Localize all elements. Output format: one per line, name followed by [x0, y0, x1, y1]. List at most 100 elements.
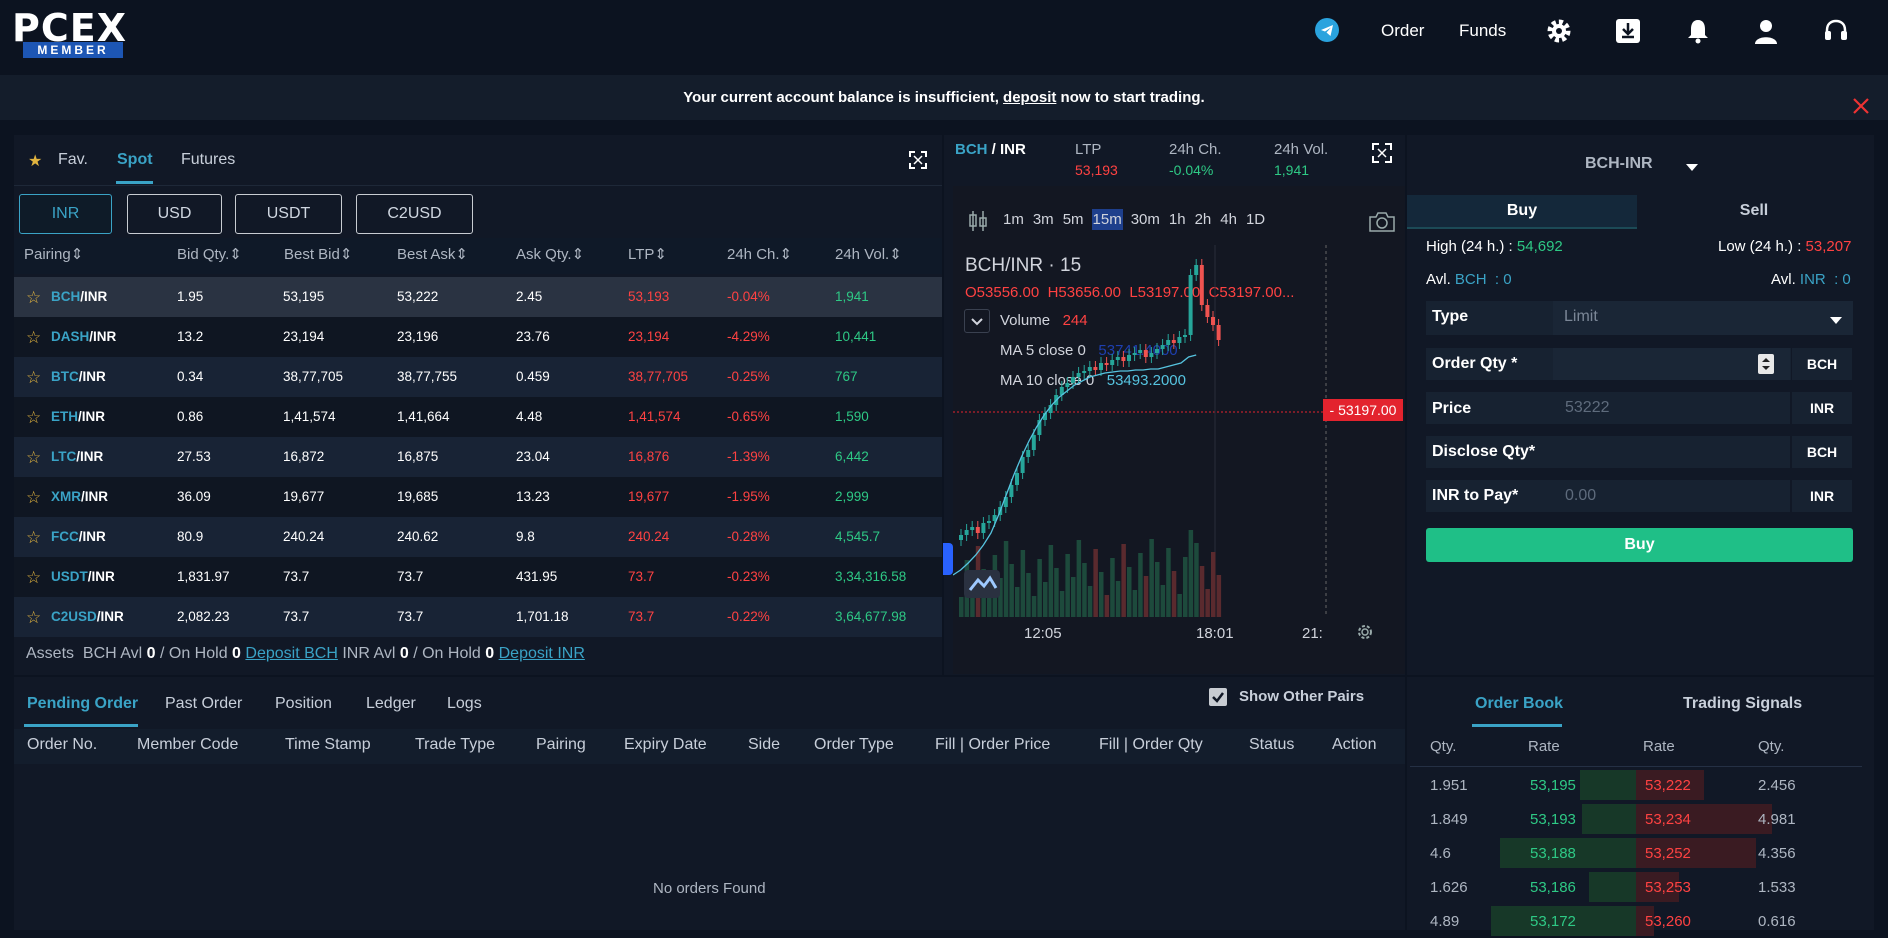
- tab-logs[interactable]: Logs: [447, 695, 482, 712]
- currency-c2usd[interactable]: C2USD: [356, 194, 473, 234]
- market-row-bch[interactable]: ☆ BCH/INR 1.95 53,195 53,222 2.45 53,193 -0.04%…: [14, 277, 942, 317]
- expand-icon[interactable]: [909, 151, 927, 174]
- market-row-c2usd[interactable]: ☆ C2USD/INR 2,082.23 73.7 73.7 1,701.18 73.7 -0…: [14, 597, 942, 637]
- favorite-star-icon[interactable]: ☆: [26, 568, 42, 587]
- interval-1h[interactable]: 1h: [1168, 211, 1186, 228]
- interval-1D[interactable]: 1D: [1245, 211, 1266, 228]
- logo[interactable]: PCEX MEMBER: [12, 6, 126, 58]
- gear-icon[interactable]: [1545, 17, 1573, 45]
- pay-input[interactable]: 0.00: [1553, 480, 1790, 512]
- orderbook-row[interactable]: 1.951 53,195 53,222 2.456: [1410, 768, 1862, 802]
- favorite-star-icon[interactable]: ☆: [26, 608, 42, 627]
- disclose-input[interactable]: [1553, 436, 1790, 468]
- sell-tab[interactable]: Sell: [1739, 202, 1769, 219]
- header-ltp[interactable]: LTP⇕: [628, 246, 667, 263]
- header-pairing[interactable]: Pairing⇕: [24, 246, 84, 263]
- interval-1m[interactable]: 1m: [1003, 211, 1024, 228]
- tab-order-book[interactable]: Order Book: [1475, 695, 1564, 712]
- nav-funds[interactable]: Funds: [1459, 21, 1507, 40]
- type-dropdown-icon[interactable]: [1829, 313, 1843, 331]
- pair-selector[interactable]: BCH-INR: [1585, 155, 1653, 172]
- tab-ledger[interactable]: Ledger: [366, 695, 416, 712]
- pair-name[interactable]: LTC/INR: [51, 449, 104, 464]
- orderbook-row[interactable]: 1.626 53,186 53,253 1.533: [1410, 870, 1862, 904]
- pair-name[interactable]: ETH/INR: [51, 409, 105, 424]
- headset-icon[interactable]: [1822, 17, 1850, 45]
- market-row-usdt[interactable]: ☆ USDT/INR 1,831.97 73.7 73.7 431.95 73.7 -0.23…: [14, 557, 942, 597]
- currency-usd[interactable]: USD: [127, 194, 222, 234]
- pair-name[interactable]: BTC/INR: [51, 369, 106, 384]
- collapse-legend-button[interactable]: [964, 309, 990, 333]
- pair-name[interactable]: BCH/INR: [51, 289, 108, 304]
- market-row-ltc[interactable]: ☆ LTC/INR 27.53 16,872 16,875 23.04 16,876 -1.3…: [14, 437, 942, 477]
- qty-input[interactable]: [1553, 348, 1790, 380]
- buy-button[interactable]: Buy: [1426, 528, 1853, 562]
- price-input[interactable]: 53222: [1553, 392, 1790, 424]
- deposit-inr-link[interactable]: Deposit INR: [498, 645, 585, 662]
- pair-name[interactable]: XMR/INR: [51, 489, 108, 504]
- pair-name[interactable]: USDT/INR: [51, 569, 115, 584]
- tab-futures[interactable]: Futures: [181, 151, 236, 168]
- interval-5m[interactable]: 5m: [1062, 211, 1084, 228]
- favorite-star-icon[interactable]: ☆: [26, 528, 42, 547]
- favorite-star-icon[interactable]: ☆: [26, 448, 42, 467]
- favorite-star-icon[interactable]: ☆: [26, 288, 42, 307]
- candle-type-icon[interactable]: [968, 210, 988, 237]
- bell-icon[interactable]: [1684, 17, 1712, 45]
- drawing-toolbar-toggle[interactable]: [943, 543, 953, 575]
- deposit-link[interactable]: deposit: [1003, 89, 1057, 106]
- tab-position[interactable]: Position: [275, 695, 332, 712]
- market-row-dash[interactable]: ☆ DASH/INR 13.2 23,194 23,196 23.76 23,194 -4.2…: [14, 317, 942, 357]
- candlestick-chart[interactable]: [953, 245, 1405, 620]
- market-row-btc[interactable]: ☆ BTC/INR 0.34 38,77,705 38,77,755 0.459 38,77…: [14, 357, 942, 397]
- header-bid-qty[interactable]: Bid Qty.⇕: [177, 246, 242, 263]
- ltp-value: 53,193: [1075, 162, 1118, 178]
- qty-stepper[interactable]: [1758, 354, 1774, 374]
- tab-fav[interactable]: Fav.: [58, 151, 88, 168]
- market-row-fcc[interactable]: ☆ FCC/INR 80.9 240.24 240.62 9.8 240.24 -0.28% 4…: [14, 517, 942, 557]
- cell-best-ask: 38,77,755: [397, 369, 458, 384]
- pair-name[interactable]: FCC/INR: [51, 529, 106, 544]
- header-best-ask[interactable]: Best Ask⇕: [397, 246, 468, 263]
- pair-name[interactable]: DASH/INR: [51, 329, 117, 344]
- pair-name[interactable]: C2USD/INR: [51, 609, 124, 624]
- orderbook-row[interactable]: 4.6 53,188 53,252 4.356: [1410, 836, 1862, 870]
- header-24h-change[interactable]: 24h Ch.⇕: [727, 246, 793, 263]
- header-24h-volume[interactable]: 24h Vol.⇕: [835, 246, 902, 263]
- telegram-icon[interactable]: [1315, 18, 1339, 42]
- orderbook-row[interactable]: 4.89 53,172 53,260 0.616: [1410, 904, 1862, 938]
- buy-tab[interactable]: Buy: [1407, 195, 1637, 229]
- chart-expand-icon[interactable]: [1372, 143, 1392, 168]
- chart-settings-icon[interactable]: [1355, 622, 1375, 647]
- interval-15m[interactable]: 15m: [1091, 209, 1123, 230]
- interval-3m[interactable]: 3m: [1032, 211, 1054, 228]
- deposit-bch-link[interactable]: Deposit BCH: [245, 645, 338, 662]
- nav-order[interactable]: Order: [1381, 21, 1425, 40]
- interval-30m[interactable]: 30m: [1130, 211, 1160, 228]
- favorite-star-icon[interactable]: ☆: [26, 368, 42, 387]
- tab-spot[interactable]: Spot: [117, 151, 153, 168]
- interval-2h[interactable]: 2h: [1194, 211, 1212, 228]
- cell-best-ask: 53,222: [397, 289, 439, 304]
- favorite-star-icon[interactable]: ☆: [26, 488, 42, 507]
- camera-icon[interactable]: [1368, 211, 1396, 238]
- tab-trading-signals[interactable]: Trading Signals: [1683, 695, 1803, 712]
- close-icon[interactable]: [1852, 88, 1870, 114]
- download-icon[interactable]: [1614, 17, 1642, 45]
- market-row-eth[interactable]: ☆ ETH/INR 0.86 1,41,574 1,41,664 4.48 1,41,574…: [14, 397, 942, 437]
- tab-pending-order[interactable]: Pending Order: [27, 695, 139, 712]
- tab-past-order[interactable]: Past Order: [165, 695, 243, 712]
- interval-4h[interactable]: 4h: [1220, 211, 1237, 228]
- chevron-down-icon[interactable]: [1685, 160, 1699, 178]
- tradingview-logo[interactable]: [964, 570, 1000, 598]
- favorite-star-icon[interactable]: ☆: [26, 408, 42, 427]
- favorite-star-icon[interactable]: ☆: [26, 328, 42, 347]
- currency-usdt[interactable]: USDT: [235, 194, 342, 234]
- currency-inr[interactable]: INR: [19, 194, 112, 234]
- market-row-xmr[interactable]: ☆ XMR/INR 36.09 19,677 19,685 13.23 19,677 -1.9…: [14, 477, 942, 517]
- header-ask-qty[interactable]: Ask Qty.⇕: [516, 246, 585, 263]
- show-other-checkbox[interactable]: [1209, 688, 1227, 706]
- header-best-bid[interactable]: Best Bid⇕: [284, 246, 353, 263]
- orderbook-row[interactable]: 1.849 53,193 53,234 4.981: [1410, 802, 1862, 836]
- user-icon[interactable]: [1752, 17, 1780, 45]
